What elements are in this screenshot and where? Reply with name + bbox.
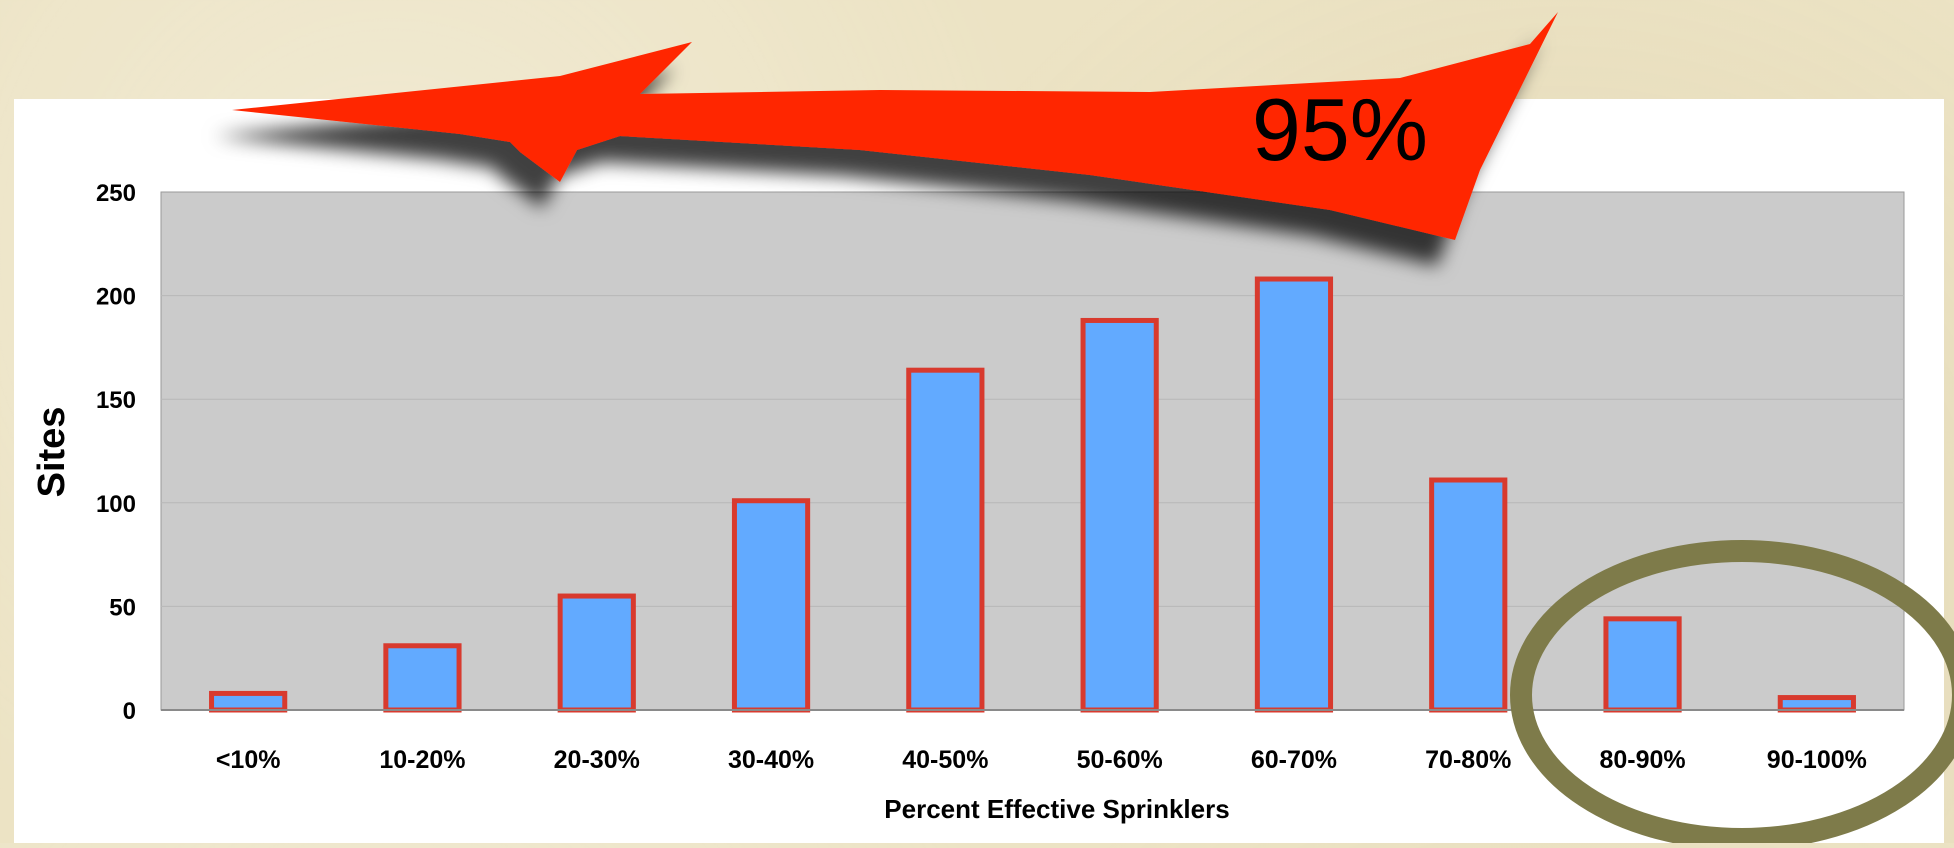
y-tick-label: 150	[96, 387, 136, 414]
y-axis-ticks: 0 50 100 150 200 250	[96, 180, 136, 725]
callout-arrow: 95%	[232, 12, 1558, 240]
y-axis-title: Sites	[31, 407, 73, 498]
bar-40-50%	[906, 367, 985, 713]
x-tick-label: 10-20%	[379, 746, 465, 774]
highlight-ring	[1510, 540, 1954, 848]
bar-30-40%	[731, 498, 811, 713]
x-axis-title: Percent Effective Sprinklers	[884, 794, 1229, 824]
y-tick-label: 250	[96, 180, 136, 207]
y-tick-label: 0	[123, 698, 136, 725]
bar-80-90%	[1603, 616, 1682, 713]
bar-<10%	[209, 690, 288, 713]
y-tick-label: 100	[96, 491, 136, 518]
y-tick-label: 50	[109, 594, 136, 621]
gridlines	[161, 295, 1904, 607]
x-tick-label: 20-30%	[554, 746, 640, 774]
x-tick-label: 70-80%	[1425, 746, 1511, 774]
x-tick-label: 50-60%	[1077, 746, 1163, 774]
x-tick-label: 40-50%	[902, 746, 988, 774]
bar-10-20%	[383, 643, 462, 713]
bar-20-30%	[557, 593, 636, 713]
bar-90-100%	[1777, 695, 1856, 713]
bar-60-70%	[1254, 276, 1334, 713]
bar-50-60%	[1080, 317, 1159, 713]
y-tick-label: 200	[96, 284, 136, 311]
arrow-shape	[232, 12, 1558, 240]
x-axis-ticks: <10% 10-20% 20-30% 30-40% 40-50% 50-60% 60-70%…	[216, 746, 1867, 774]
bars	[209, 276, 1856, 713]
bar-70-80%	[1429, 477, 1508, 713]
x-tick-label: 60-70%	[1251, 746, 1337, 774]
x-tick-label: 30-40%	[728, 746, 814, 774]
arrow-label: 95%	[1252, 80, 1428, 179]
x-tick-label: <10%	[216, 746, 281, 774]
x-tick-label: 80-90%	[1599, 746, 1685, 774]
x-tick-label: 90-100%	[1767, 746, 1867, 774]
